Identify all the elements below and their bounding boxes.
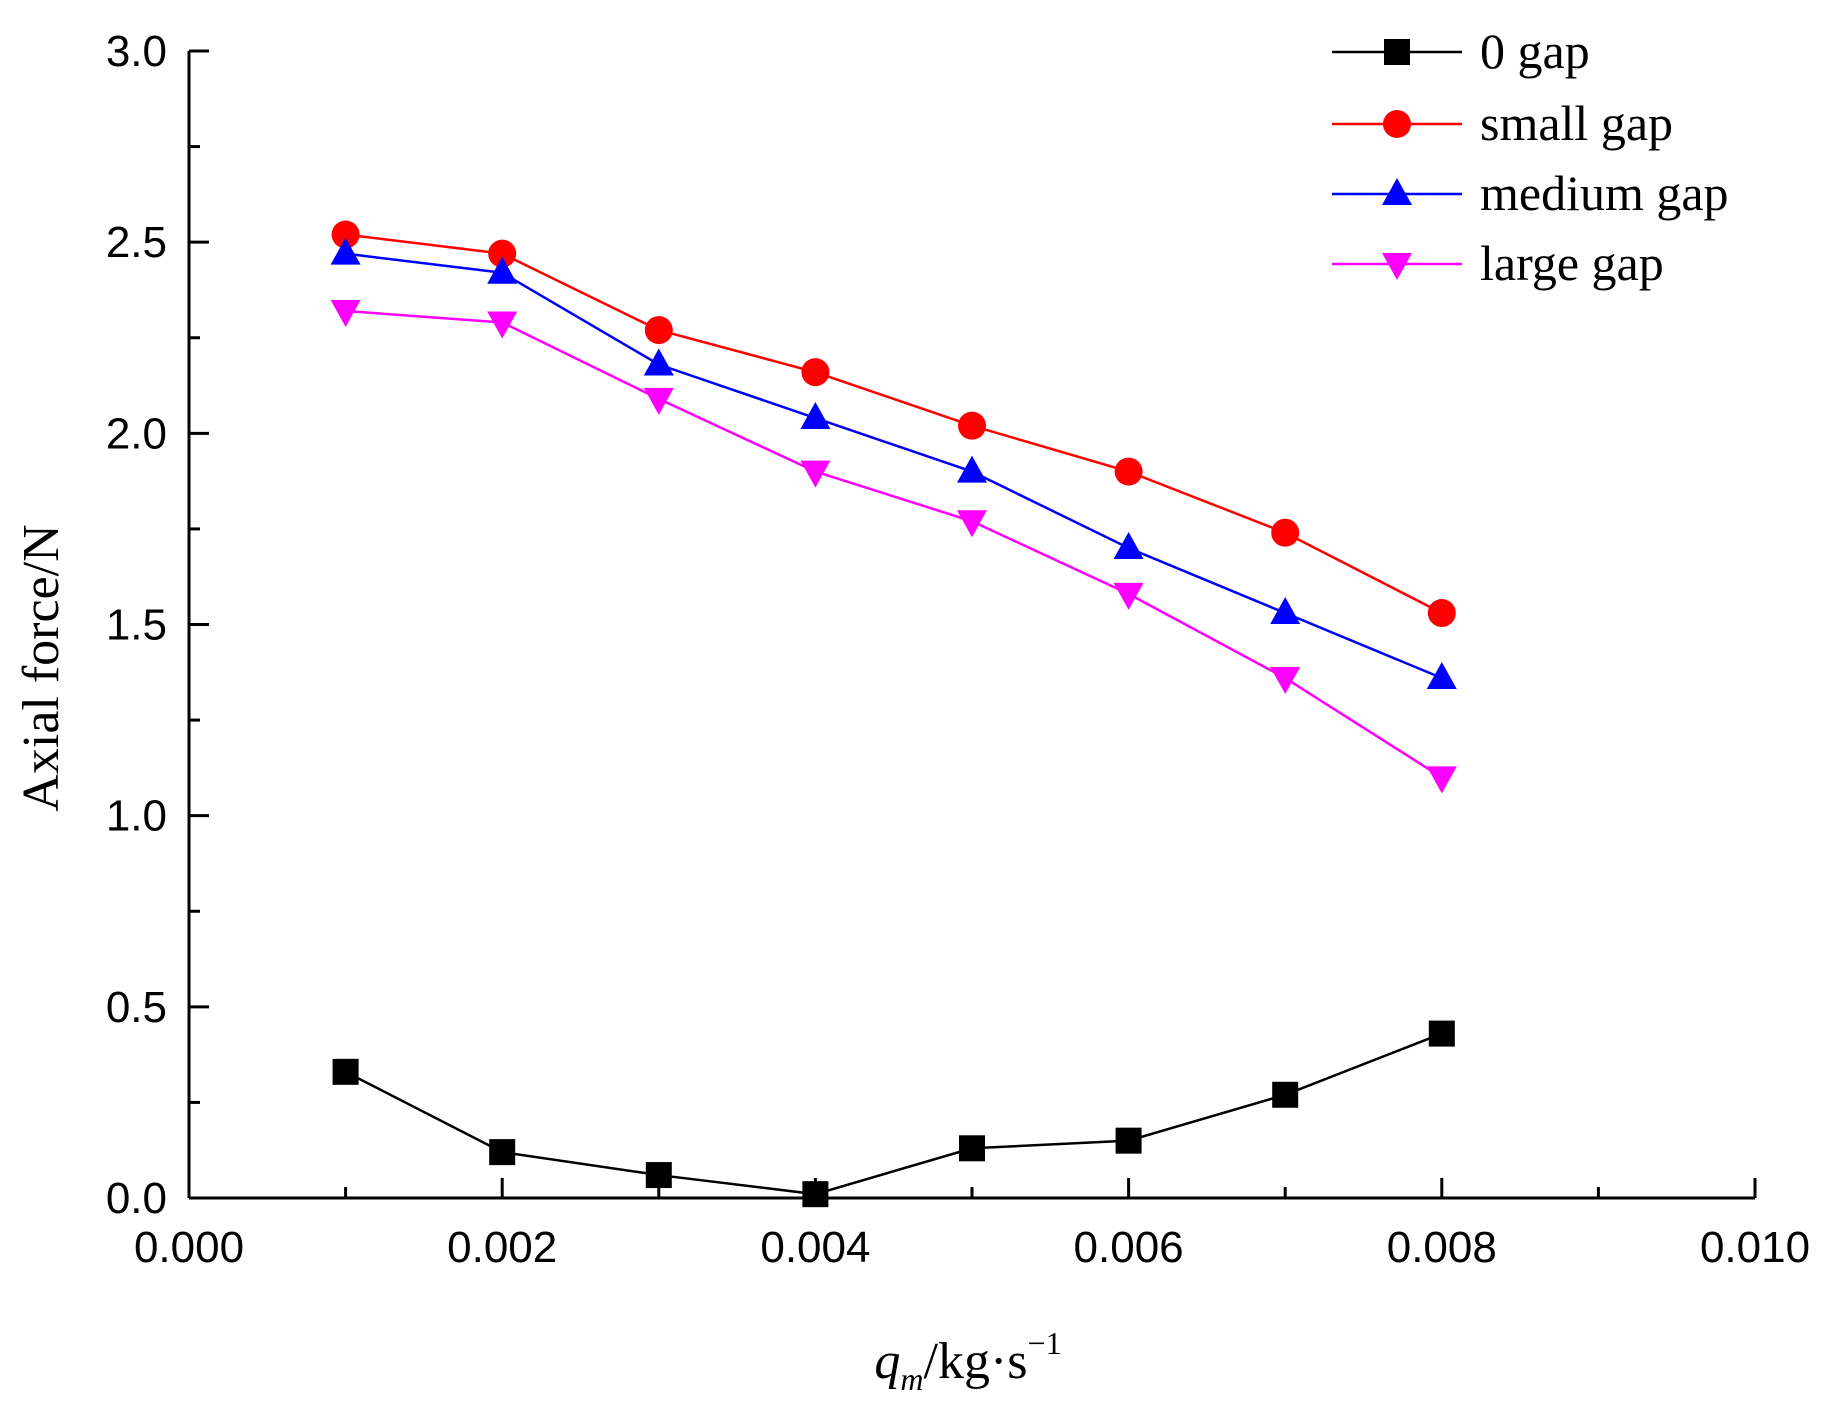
legend-marker: [1384, 39, 1410, 65]
series-group: [330, 220, 1457, 1208]
y-tick-label: 2.5: [106, 218, 167, 267]
series-line: [345, 252, 1443, 680]
legend-label: 0 gap: [1480, 23, 1590, 79]
legend-item: small gap: [1332, 95, 1673, 151]
series-small-gap: [331, 220, 1456, 628]
legend: 0 gap small gap medium gap large gap: [1332, 23, 1729, 291]
legend-label: medium gap: [1480, 165, 1729, 221]
data-point: [800, 460, 831, 488]
data-point: [1113, 532, 1144, 560]
data-point: [330, 237, 361, 265]
legend-marker: [1382, 253, 1412, 280]
data-point: [489, 1139, 516, 1166]
data-point: [644, 316, 673, 345]
x-tick-label: 0.002: [447, 1223, 557, 1272]
data-point: [802, 1181, 829, 1208]
data-point: [643, 348, 674, 376]
x-tick-label: 0.006: [1074, 1223, 1184, 1272]
legend-item: medium gap: [1332, 165, 1729, 221]
legend-marker: [1382, 178, 1412, 205]
legend-marker: [1383, 110, 1411, 138]
data-point: [1113, 582, 1144, 610]
data-point: [1427, 599, 1456, 628]
legend-label: small gap: [1480, 95, 1673, 151]
legend-item: 0 gap: [1332, 23, 1590, 79]
y-tick-label: 0.5: [106, 983, 167, 1032]
series-line: [345, 309, 1443, 779]
data-point: [330, 299, 361, 327]
x-tick-label: 0.004: [760, 1223, 870, 1272]
x-axis-title-superscript: −1: [1028, 1325, 1062, 1361]
x-axis-title-main: q: [874, 1333, 900, 1390]
data-point: [332, 1058, 359, 1085]
data-point: [487, 256, 518, 284]
data-point: [645, 1162, 672, 1189]
series-medium-gap: [330, 237, 1457, 690]
series-large-gap: [330, 299, 1457, 794]
legend-label: large gap: [1480, 235, 1664, 291]
data-point: [1272, 1081, 1299, 1108]
y-tick-label: 1.0: [106, 792, 167, 841]
data-point: [1428, 1020, 1455, 1047]
x-tick-label: 0.010: [1700, 1223, 1810, 1272]
y-axis-title: Axial force/N: [13, 524, 70, 811]
y-tick-label: 1.5: [106, 601, 167, 650]
x-axis-title-unit: /kg·s: [924, 1333, 1028, 1390]
data-point: [957, 510, 987, 538]
data-point: [1114, 457, 1143, 486]
data-point: [488, 239, 517, 268]
series-line: [345, 233, 1443, 615]
axes: 0.000 0.002 0.004 0.006 0.008 0.010 0.0 0.5 1.0 1…: [106, 27, 1810, 1272]
data-point: [1115, 1127, 1142, 1154]
data-point: [1270, 597, 1301, 625]
data-point: [1270, 667, 1301, 695]
data-point: [331, 220, 360, 249]
y-tick-label: 3.0: [106, 27, 167, 76]
data-point: [1426, 766, 1457, 794]
series-line: [345, 1032, 1443, 1196]
x-tick-label: 0.000: [134, 1223, 244, 1272]
y-tick-label: 0.0: [106, 1174, 167, 1223]
x-tick-label: 0.008: [1387, 1223, 1497, 1272]
y-tick-label: 2.0: [106, 409, 167, 458]
legend-item: large gap: [1332, 235, 1664, 291]
x-axis-title-subscript: m: [900, 1361, 923, 1397]
data-point: [643, 387, 674, 415]
data-point: [958, 411, 986, 440]
data-point: [1271, 518, 1300, 547]
series-0-gap: [332, 1020, 1455, 1208]
data-point: [800, 402, 831, 430]
data-point: [959, 1135, 985, 1162]
data-point: [1426, 662, 1457, 690]
data-point: [957, 455, 987, 483]
x-axis-title: qm/kg·s−1: [874, 1325, 1061, 1397]
data-point: [801, 358, 830, 387]
data-point: [487, 311, 518, 339]
